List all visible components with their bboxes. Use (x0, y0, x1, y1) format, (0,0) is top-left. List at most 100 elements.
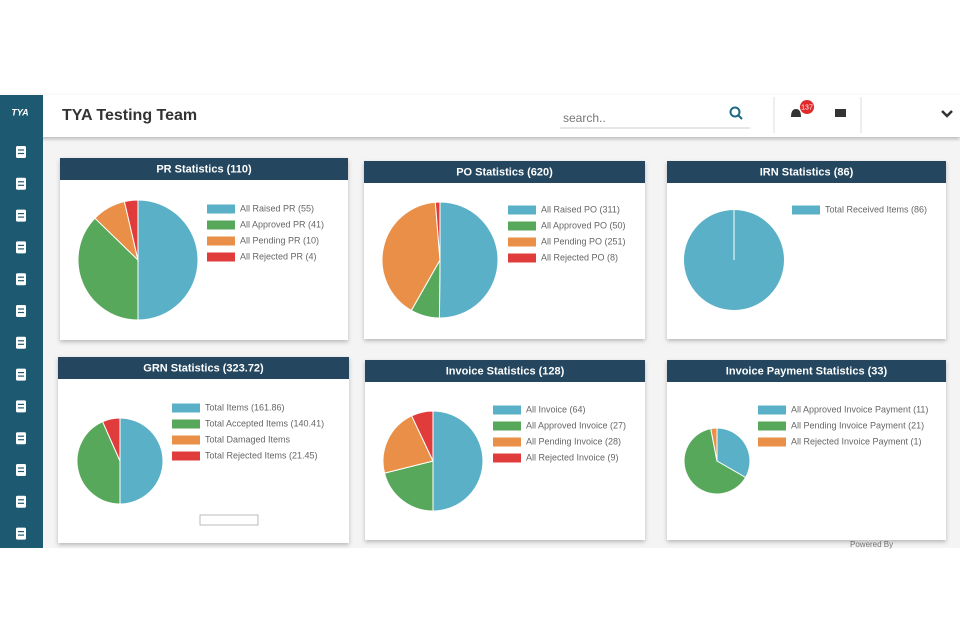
nav-icon[interactable] (16, 146, 26, 158)
legend-label: All Approved Invoice (27) (526, 420, 626, 430)
legend-label: All Approved PR (41) (240, 219, 324, 229)
panel-header (667, 161, 946, 183)
legend-label: All Approved PO (50) (541, 220, 626, 230)
pie-slice (438, 201, 499, 319)
legend-swatch (207, 252, 235, 262)
panel-header (364, 161, 645, 183)
panel-title: IRN Statistics (86) (760, 166, 854, 178)
legend-swatch (508, 237, 536, 247)
panel-header (60, 158, 348, 180)
stat-panel: Invoice Payment Statistics (33) All Appro… (667, 360, 946, 540)
legend-label: All Pending Invoice Payment (21) (791, 420, 924, 430)
panels: PR Statistics (110) All Raised PR (55) All… (58, 158, 946, 543)
legend-label: All Pending Invoice (28) (526, 436, 621, 446)
legend-swatch (172, 451, 200, 461)
badge (800, 100, 814, 114)
pie-slice (382, 415, 434, 474)
pie-slice (432, 410, 484, 512)
legend-swatch (207, 220, 235, 230)
page-title: TYA Testing Team (62, 107, 197, 124)
notification-count: 137 (801, 104, 813, 111)
dropdown[interactable] (941, 110, 953, 118)
legend-label: Total Accepted Items (140.41) (205, 418, 324, 428)
panel-header (667, 360, 946, 382)
stat-panel: IRN Statistics (86) Total Received Items … (667, 161, 946, 339)
legend-label: All Approved Invoice Payment (11) (791, 404, 928, 414)
legend-swatch (758, 437, 786, 447)
legend-swatch (508, 205, 536, 215)
pie-slice (137, 199, 199, 321)
stat-panel: Invoice Statistics (128) All Invoice (64)… (365, 360, 645, 540)
pie-slice (410, 410, 434, 462)
search-box[interactable]: search.. (563, 111, 606, 125)
stat-panel: PO Statistics (620) All Raised PO (311) Al… (364, 161, 645, 339)
legend-label: All Rejected Invoice Payment (1) (791, 436, 922, 446)
pie-slice (123, 199, 139, 261)
nav-icon[interactable] (16, 209, 26, 222)
legend-label: Total Rejected Items (21.45) (205, 450, 318, 460)
legend-swatch (493, 437, 521, 447)
nav-icon[interactable] (16, 464, 26, 476)
pie-slice (683, 428, 747, 495)
legend-swatch (207, 204, 235, 214)
legend-swatch (493, 405, 521, 415)
legend-label: All Pending PO (251) (541, 236, 626, 246)
legend-swatch (207, 236, 235, 246)
nav-icon[interactable] (16, 495, 26, 508)
stat-panel: GRN Statistics (323.72) Total Items (161.… (58, 357, 349, 543)
panel-header (365, 360, 645, 382)
nav-icon[interactable] (16, 336, 26, 349)
nav-icon[interactable] (16, 400, 26, 413)
legend-swatch (792, 205, 820, 215)
pie-slice (383, 460, 434, 512)
nav-icon[interactable] (16, 273, 26, 286)
panel-title: Invoice Payment Statistics (33) (726, 365, 888, 377)
pie-slice (76, 421, 121, 505)
panel-title: Invoice Statistics (128) (446, 365, 565, 377)
legend-swatch (172, 435, 200, 445)
legend-swatch (508, 253, 536, 263)
panel-button[interactable] (199, 514, 259, 526)
pie-slice (716, 427, 751, 479)
legend-swatch (508, 221, 536, 231)
pie-slice (710, 427, 718, 462)
panel-title: PO Statistics (620) (456, 166, 553, 178)
legend-swatch (493, 421, 521, 431)
legend-label: Total Damaged Items (205, 434, 291, 444)
legend-label: Total Items (161.86) (205, 402, 285, 412)
nav-icon[interactable] (16, 241, 26, 254)
legend-label: All Invoice (64) (526, 404, 586, 414)
legend-label: All Raised PO (311) (541, 204, 620, 214)
sidebar-icons (16, 146, 26, 540)
nav-icon[interactable] (16, 368, 26, 381)
nav-icon[interactable] (16, 432, 26, 445)
pie-slice (434, 201, 441, 261)
pie-slice (119, 417, 164, 505)
search-icon[interactable] (729, 106, 743, 120)
powered-by: Powered By (850, 540, 893, 549)
menu-icon[interactable] (835, 109, 846, 117)
panel-header (58, 357, 349, 379)
sidebar (0, 95, 43, 548)
legend-swatch (493, 453, 521, 463)
legend-label: All Pending PR (10) (240, 235, 319, 245)
pie-slice (101, 417, 121, 462)
bell-icon[interactable] (791, 109, 801, 117)
legend-label: Total Received Items (86) (825, 204, 927, 214)
legend-label: All Rejected PO (8) (541, 252, 618, 262)
legend-swatch (172, 419, 200, 429)
panel-title: GRN Statistics (323.72) (143, 362, 264, 374)
pie-slice (77, 217, 139, 321)
logo: TYA (11, 107, 28, 117)
nav-icon[interactable] (16, 177, 26, 190)
legend-swatch (172, 403, 200, 413)
nav-icon[interactable] (16, 305, 26, 317)
legend-label: All Raised PR (55) (240, 203, 314, 213)
legend-swatch (758, 405, 786, 415)
legend-label: All Rejected Invoice (9) (526, 452, 619, 462)
legend-swatch (758, 421, 786, 431)
stat-panel: PR Statistics (110) All Raised PR (55) All… (60, 158, 348, 340)
nav-icon[interactable] (16, 527, 26, 540)
pie-slice (381, 201, 441, 312)
